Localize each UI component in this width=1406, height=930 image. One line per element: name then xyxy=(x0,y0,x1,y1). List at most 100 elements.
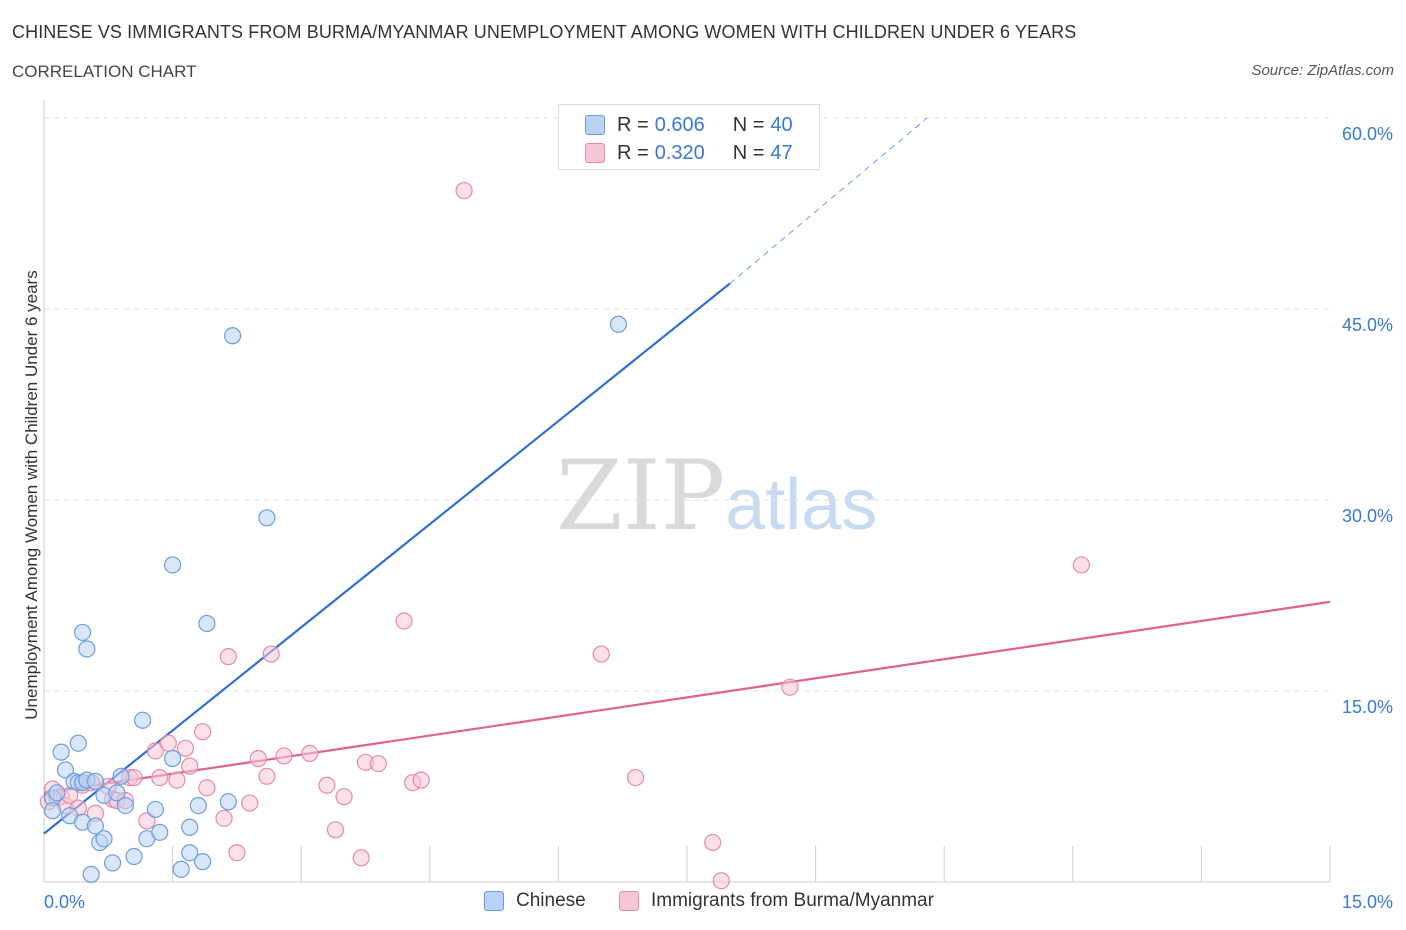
chart-title: CHINESE VS IMMIGRANTS FROM BURMA/MYANMAR… xyxy=(12,22,1077,42)
chinese-point xyxy=(194,853,212,871)
chinese-point xyxy=(116,796,135,815)
burma-point xyxy=(318,776,336,794)
chinese-point xyxy=(43,802,62,820)
chinese-point xyxy=(82,865,100,883)
burma-trend-line xyxy=(43,600,1331,794)
y-tick-label: 15.0% xyxy=(1342,697,1393,717)
chinese-point xyxy=(181,818,199,836)
chinese-point xyxy=(108,784,126,802)
burma-point xyxy=(151,768,169,787)
burma-point xyxy=(781,678,799,696)
watermark: ZIPatlas xyxy=(556,440,877,552)
burma-point xyxy=(215,809,233,827)
chinese-point xyxy=(52,743,70,761)
burma-point xyxy=(455,181,473,200)
legend-n-value: 47 xyxy=(770,141,793,164)
burma-point xyxy=(335,788,353,806)
legend-row-chinese: R = 0.606 N = 40 xyxy=(585,113,793,137)
chinese-point xyxy=(86,817,105,835)
chinese-point xyxy=(224,327,242,345)
legend-row-burma: R = 0.320 N = 47 xyxy=(585,141,793,165)
legend-label-chinese: Chinese xyxy=(516,890,586,911)
burma-point xyxy=(228,844,246,862)
burma-point xyxy=(326,821,345,839)
burma-point xyxy=(198,779,216,797)
burma-point xyxy=(241,794,259,812)
legend-r-label: R = xyxy=(617,141,649,164)
trend-lines xyxy=(43,117,1331,835)
stats-legend: R = 0.606 N = 40 R = 0.320 N = 47 xyxy=(558,104,820,170)
burma-point xyxy=(626,768,645,787)
burma-point xyxy=(181,757,199,775)
chinese-point xyxy=(181,844,199,862)
legend-swatch-burma xyxy=(585,143,605,163)
burma-point xyxy=(168,771,186,789)
burma-point xyxy=(194,723,212,741)
burma-point xyxy=(146,742,165,760)
legend-item-chinese[interactable]: Chinese xyxy=(484,890,586,912)
chinese-point xyxy=(103,854,122,872)
chinese-point xyxy=(125,847,143,866)
burma-point xyxy=(412,771,430,789)
chinese-trend-line xyxy=(43,282,731,835)
chinese-point xyxy=(164,556,182,574)
chinese-point xyxy=(164,749,182,768)
legend-label-burma: Immigrants from Burma/Myanmar xyxy=(651,890,934,911)
source-label: Source: ZipAtlas.com xyxy=(1251,62,1394,79)
legend-swatch-chinese xyxy=(585,115,605,135)
chinese-point xyxy=(48,784,66,802)
chinese-point xyxy=(78,640,96,658)
chinese-point xyxy=(258,509,276,527)
legend-r-value: 0.606 xyxy=(654,113,705,136)
chinese-point xyxy=(198,614,216,633)
chinese-point xyxy=(73,623,92,642)
legend-swatch-burma xyxy=(619,891,639,911)
y-tick-label: 30.0% xyxy=(1342,506,1393,526)
chinese-point xyxy=(151,823,169,841)
chinese-trend-extension xyxy=(729,117,928,284)
grid-lines xyxy=(44,117,1330,692)
burma-point xyxy=(301,744,319,762)
burma-point xyxy=(369,754,387,773)
chinese-point xyxy=(86,772,105,791)
watermark-zip: ZIP xyxy=(556,440,726,552)
chinese-point xyxy=(112,767,130,785)
axes xyxy=(43,100,1331,883)
legend-item-burma[interactable]: Immigrants from Burma/Myanmar xyxy=(619,890,934,912)
burma-point xyxy=(159,734,177,752)
burma-point xyxy=(262,645,280,663)
burma-point xyxy=(249,749,267,768)
burma-point xyxy=(395,612,413,630)
x-tick-label: 15.0% xyxy=(1342,892,1393,912)
y-tick-label: 60.0% xyxy=(1342,124,1393,144)
burma-point xyxy=(219,648,237,666)
chinese-point xyxy=(56,761,75,779)
watermark-atlas: atlas xyxy=(725,465,878,545)
chinese-point xyxy=(146,800,165,819)
series-legend: Chinese Immigrants from Burma/Myanmar xyxy=(0,890,1406,914)
chinese-point xyxy=(95,830,113,848)
tick-labels: 15.0% 30.0% 45.0% 60.0% 0.0% 15.0% xyxy=(44,124,1393,912)
chinese-point xyxy=(172,860,190,878)
x-tick-label: 0.0% xyxy=(44,892,85,912)
legend-n-value: 40 xyxy=(770,113,793,136)
y-tick-label: 45.0% xyxy=(1342,315,1393,335)
chinese-point xyxy=(133,711,152,729)
burma-point xyxy=(258,767,276,785)
chart-subtitle: CORRELATION CHART xyxy=(12,62,197,81)
chinese-point xyxy=(219,793,237,811)
legend-swatch-chinese xyxy=(484,891,504,911)
chinese-point xyxy=(69,734,87,752)
chinese-point xyxy=(609,315,628,333)
burma-point xyxy=(1072,556,1090,574)
legend-r-label: R = xyxy=(617,113,649,136)
legend-n-label: N = xyxy=(732,141,765,164)
burma-point xyxy=(592,645,610,663)
burma-point xyxy=(704,833,722,852)
burma-point xyxy=(352,849,370,867)
burma-point xyxy=(712,872,730,890)
chinese-point xyxy=(189,796,207,815)
burma-point xyxy=(275,747,293,765)
burma-point xyxy=(138,812,156,830)
